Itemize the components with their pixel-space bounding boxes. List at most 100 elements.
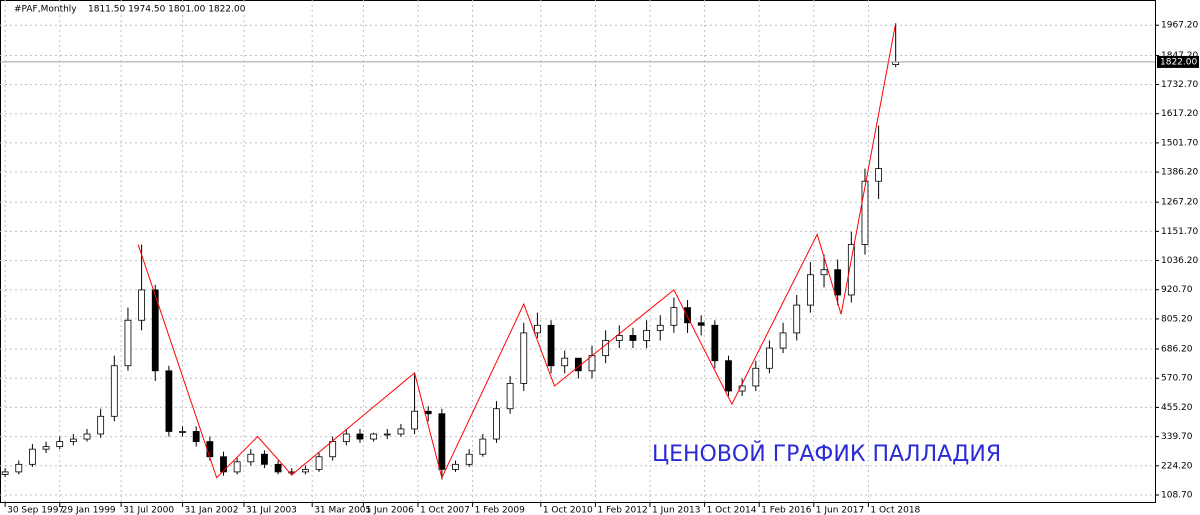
candle-body [547, 324, 555, 367]
candle-body [452, 463, 459, 470]
candle-body [383, 433, 391, 436]
candle-body [138, 289, 146, 321]
y-tick-label: 1151.70 [1161, 227, 1198, 237]
candle-body [861, 180, 869, 245]
x-tick-label: 1 Feb 2016 [761, 506, 812, 515]
candle-body [124, 319, 132, 367]
candle-body [602, 340, 610, 357]
x-tick-label: 1 Feb 2009 [475, 506, 526, 515]
candle-body [670, 307, 678, 326]
grid [0, 0, 1155, 503]
candle-body [493, 408, 500, 440]
candle-body [42, 446, 50, 450]
y-tick-label: 224.20 [1161, 461, 1193, 471]
candle-body [643, 329, 650, 341]
candle-body [438, 413, 446, 470]
candle-body [534, 324, 541, 334]
x-tick-label: 1 Oct 2014 [707, 506, 757, 515]
candle-body [110, 365, 118, 417]
candle-body [806, 274, 814, 306]
y-tick-label: 570.70 [1161, 374, 1193, 384]
candle-body [506, 383, 514, 410]
x-tick-label: 31 Jul 2000 [123, 506, 174, 515]
last-price-label: 1822.00 [1160, 57, 1197, 67]
candle-body [220, 456, 227, 473]
candle-body [561, 357, 569, 367]
x-tick-label: 30 Sep 1997 [7, 506, 64, 515]
candle-body [697, 322, 705, 326]
x-tick-label: 31 Mar 2005 [314, 506, 371, 515]
candle-body [411, 410, 418, 430]
last-price-box [1157, 55, 1199, 68]
candle-body [684, 307, 691, 324]
y-tick-label: 686.20 [1161, 345, 1193, 355]
candle-body [629, 335, 637, 341]
candle-body [725, 360, 732, 392]
candle-body [370, 433, 378, 440]
candle-body [233, 461, 241, 473]
candle-body [261, 453, 268, 465]
x-tick-label: 1 Jun 2013 [652, 506, 700, 515]
candle-body [247, 453, 255, 463]
candle-body [301, 468, 309, 473]
candle-body [424, 410, 432, 415]
candle-body [29, 448, 36, 465]
x-tick-label: 31 Jan 2002 [185, 506, 239, 515]
x-tick-label: 1 Jun 2017 [816, 506, 864, 515]
y-tick-label: 339.70 [1161, 432, 1193, 442]
y-tick-label: 1386.20 [1161, 168, 1198, 178]
y-tick-label: 805.20 [1161, 314, 1193, 324]
candle-body [465, 453, 473, 465]
candle-body [83, 433, 91, 440]
annotation: ЦЕНОВОЙ ГРАФИК ПАЛЛАДИЯ [652, 441, 1001, 467]
chart-title: #PAF,Monthly [14, 5, 77, 15]
y-tick-label: 108.70 [1161, 490, 1193, 500]
candle-body [165, 370, 173, 432]
y-tick-label: 455.20 [1161, 403, 1193, 413]
x-tick-label: 31 Jul 2003 [246, 506, 297, 515]
candle-body [479, 438, 487, 455]
x-tick-label: 1 Jun 2006 [365, 506, 414, 515]
y-tick-label: 1501.70 [1161, 138, 1198, 148]
y-tick-label: 1267.20 [1161, 198, 1198, 208]
y-tick-label: 1036.20 [1161, 256, 1198, 266]
y-tick-label: 1617.20 [1161, 109, 1198, 119]
candle-body [151, 289, 159, 372]
chart-subtitle: 1811.50 1974.50 1801.00 1822.00 [88, 5, 246, 15]
candle-body [766, 347, 773, 369]
candle-body [56, 441, 64, 448]
y-tick-label: 1732.70 [1161, 80, 1198, 90]
candle-body [615, 335, 623, 341]
candle-body [356, 433, 364, 440]
y-tick-label: 1967.20 [1161, 21, 1198, 31]
candle-body [97, 415, 105, 435]
candle-body [274, 463, 282, 473]
candle-body [1, 471, 9, 475]
candle-body [834, 269, 842, 296]
candle-body [329, 441, 337, 458]
candle-body [752, 367, 760, 387]
candle-body [69, 438, 77, 442]
x-tick-label: 29 Jan 1999 [62, 506, 116, 515]
candle-body [192, 431, 200, 442]
candle-body [206, 441, 214, 458]
candle-body [779, 332, 787, 349]
candle-body [397, 428, 405, 435]
candle-body [15, 463, 23, 473]
x-tick-label: 1 Feb 2012 [597, 506, 647, 515]
candle-body [520, 332, 528, 384]
candle-body [711, 324, 719, 362]
candle-body [820, 269, 828, 276]
candle-body [179, 431, 186, 433]
x-tick-label: 1 Oct 2018 [870, 506, 920, 515]
candle-body [738, 385, 746, 392]
candle-body [656, 324, 664, 331]
y-tick-label: 920.70 [1161, 285, 1193, 295]
candle-body [315, 456, 323, 470]
zigzag-line [137, 23, 897, 480]
x-tick-label: 1 Oct 2010 [543, 506, 593, 515]
x-tick-label: 1 Oct 2007 [420, 506, 470, 515]
candle-body [793, 304, 801, 334]
plot-frame [0, 0, 1156, 503]
